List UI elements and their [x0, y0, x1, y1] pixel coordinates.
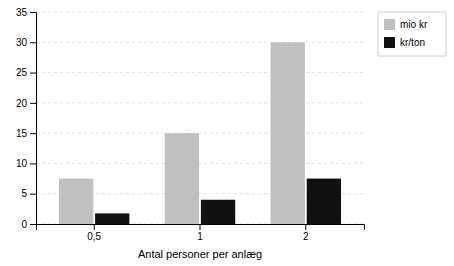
- y-tick-label: 30: [16, 37, 28, 48]
- grid-line: [36, 102, 364, 103]
- y-tick-label: 5: [21, 188, 27, 199]
- x-axis: 0,5 1 2: [37, 224, 365, 242]
- grid-line: [36, 133, 364, 134]
- grid-line: [36, 163, 364, 164]
- y-tick-line: [30, 224, 36, 225]
- legend: mio kr kr/ton: [378, 12, 446, 56]
- y-tick: 35: [16, 7, 36, 18]
- legend-item: mio kr: [384, 19, 428, 30]
- y-tick-label: 15: [16, 128, 28, 139]
- x-tick: 0,5: [87, 224, 101, 242]
- x-tick-line: [94, 224, 95, 230]
- bar: [95, 213, 129, 224]
- y-tick: 5: [21, 188, 36, 199]
- legend-label: mio kr: [400, 19, 428, 30]
- y-tick: 20: [16, 98, 36, 109]
- y-tick: 30: [16, 37, 36, 48]
- chart: 0 5 10 15 20 25 30 35 0,5 1 2 Antal personer per an…: [0, 0, 454, 266]
- y-tick-label: 35: [16, 7, 28, 18]
- x-tick-label: 0,5: [87, 231, 101, 242]
- y-tick-label: 25: [16, 67, 28, 78]
- y-tick-label: 0: [21, 219, 27, 230]
- grid-line: [36, 72, 364, 73]
- legend-swatch: [384, 37, 395, 48]
- y-tick-line: [30, 42, 36, 43]
- y-tick-line: [30, 73, 36, 74]
- y-tick: 0: [21, 219, 36, 230]
- x-tick: 2: [303, 224, 309, 242]
- bar-series: [59, 42, 305, 224]
- y-tick: 10: [16, 158, 36, 169]
- y-tick-line: [30, 194, 36, 195]
- y-tick: 25: [16, 67, 36, 78]
- x-axis-title: Antal personer per anlæg: [138, 248, 262, 260]
- grid-line: [36, 12, 364, 13]
- y-tick-line: [30, 12, 36, 13]
- bar-series: [95, 179, 341, 224]
- legend-frame: [378, 12, 446, 56]
- x-tick-label: 2: [303, 231, 309, 242]
- y-tick-line: [30, 163, 36, 164]
- bars: [59, 42, 341, 224]
- x-tick-line: [305, 224, 306, 230]
- legend-label: kr/ton: [400, 37, 425, 48]
- y-tick-label: 10: [16, 158, 28, 169]
- bar: [271, 42, 305, 224]
- bar: [165, 133, 199, 224]
- bar: [201, 200, 235, 224]
- y-axis: 0 5 10 15 20 25 30 35: [16, 7, 37, 230]
- bar: [59, 179, 93, 224]
- x-tick: 1: [197, 224, 203, 242]
- y-tick-label: 20: [16, 98, 28, 109]
- plot: 0 5 10 15 20 25 30 35 0,5 1 2 Antal personer per an…: [16, 7, 365, 260]
- y-tick-line: [30, 103, 36, 104]
- x-tick-label: 1: [197, 231, 203, 242]
- grid-line: [36, 42, 364, 43]
- grid: [36, 12, 364, 224]
- y-axis-line: [30, 13, 37, 225]
- x-axis-line: [37, 225, 365, 231]
- legend-item: kr/ton: [384, 37, 425, 48]
- y-tick-line: [30, 133, 36, 134]
- legend-swatch: [384, 19, 395, 30]
- bar: [307, 179, 341, 224]
- y-tick: 15: [16, 128, 36, 139]
- x-tick-line: [200, 224, 201, 230]
